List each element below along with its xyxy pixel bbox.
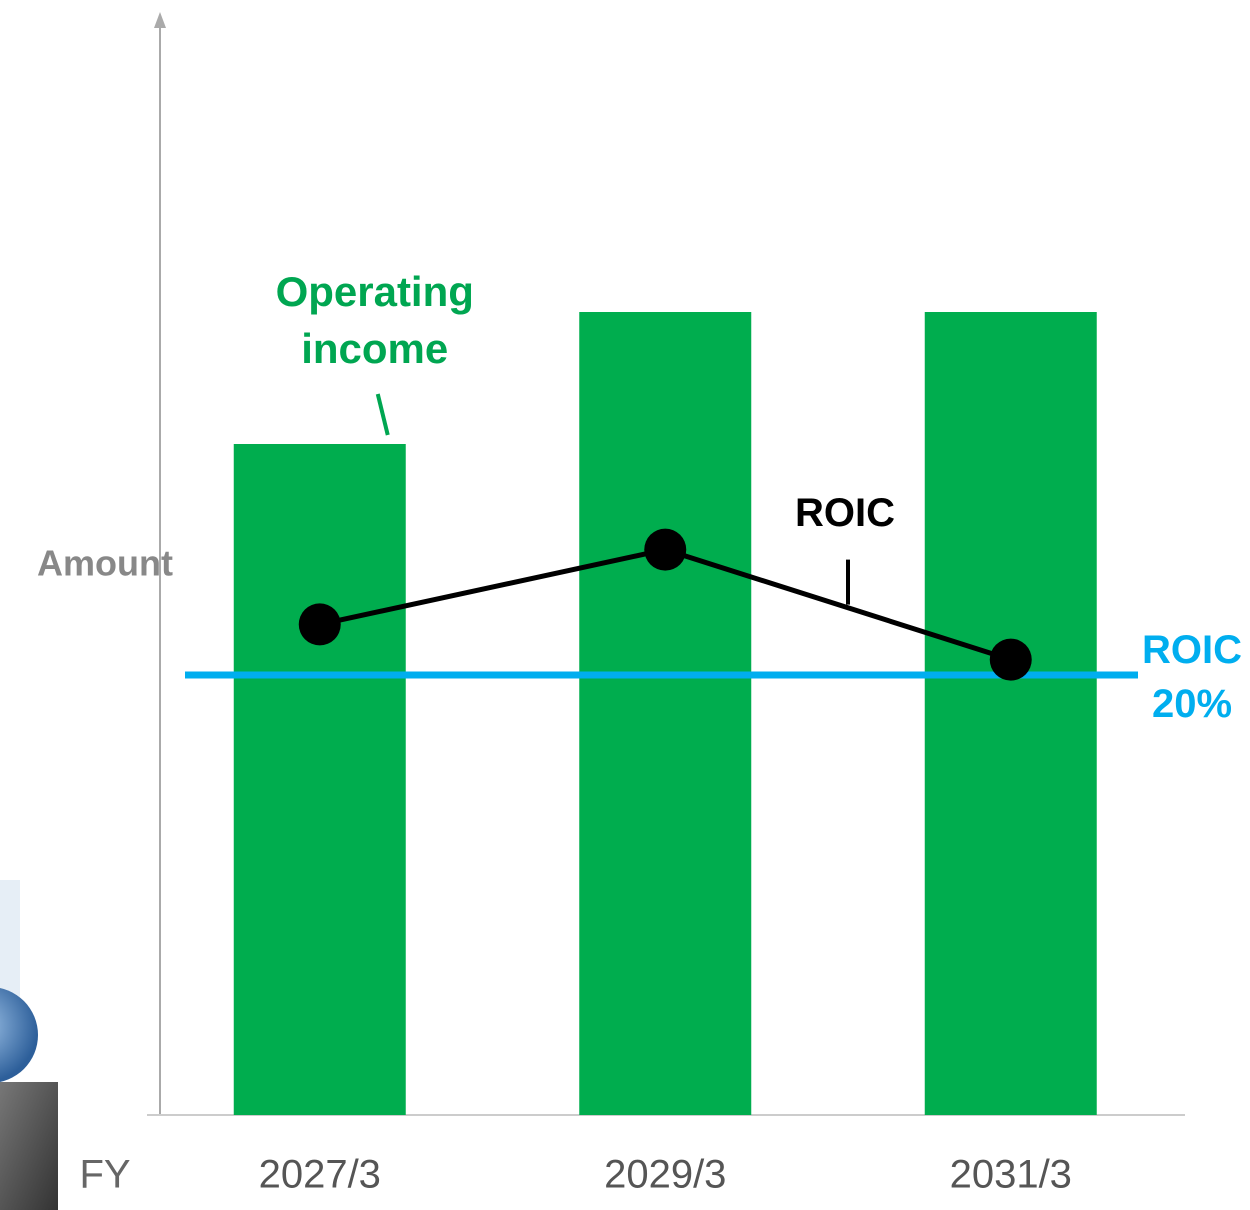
y-axis-arrow [154, 12, 166, 28]
decor-image [0, 880, 20, 1000]
annotation-connector [375, 393, 390, 436]
y-axis-label: Amount [37, 543, 173, 584]
series-label: ROIC [795, 490, 895, 535]
line-point [298, 603, 341, 646]
x-tick-label: 2031/3 [950, 1153, 1072, 1197]
reference-label-box: ROIC 20% [1142, 628, 1242, 726]
line-point [989, 638, 1032, 681]
bar [579, 312, 752, 1115]
line-point [644, 528, 687, 571]
series-label-box: ROIC [795, 490, 895, 535]
decor-image [0, 1082, 58, 1210]
x-axis-label: FY [79, 1153, 130, 1197]
bar [924, 312, 1097, 1115]
reference-label: ROIC 20% [1142, 628, 1242, 726]
x-tick-label: 2029/3 [604, 1153, 726, 1197]
decor-image [0, 988, 38, 1082]
x-tick-label: 2027/3 [259, 1153, 381, 1197]
bar [233, 444, 406, 1115]
series-label-box: Operating income [275, 268, 474, 372]
series-label: Operating income [275, 268, 474, 372]
